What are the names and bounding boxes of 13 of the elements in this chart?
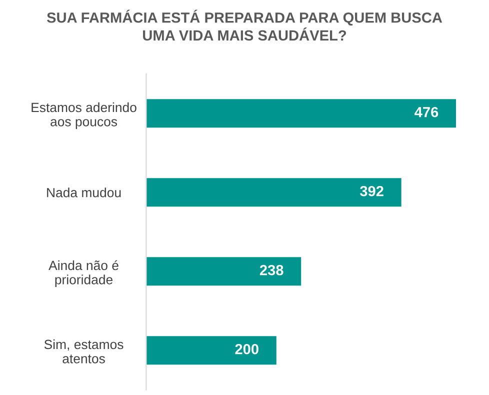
- bar: [146, 257, 302, 286]
- bar: [146, 99, 456, 128]
- bar: [146, 178, 402, 207]
- data-label: 392: [360, 186, 384, 196]
- y-tick-label: Estamos aderindo aos poucos: [32, 102, 136, 129]
- y-tick-label: Ainda não é prioridade: [48, 260, 118, 287]
- bar: [146, 336, 276, 365]
- y-tick-label: Sim, estamos atentos: [44, 339, 124, 364]
- data-label: 238: [260, 264, 284, 276]
- y-tick-label: Nada mudou: [47, 188, 121, 198]
- data-label: 200: [235, 344, 258, 354]
- data-label: 476: [414, 106, 438, 118]
- chart-title: SUA FARMÁCIA ESTÁ PREPARADA PARA QUEM BUSCA UMA VIDA MAIS SAUDÁVEL?: [46, 10, 442, 41]
